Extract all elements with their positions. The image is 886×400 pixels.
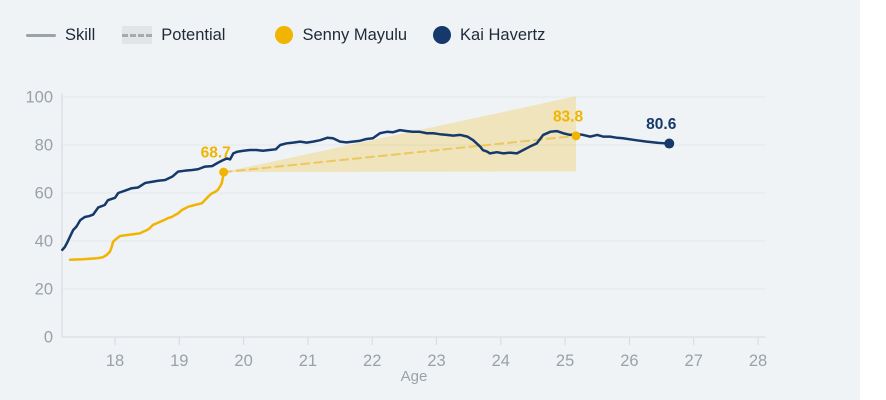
marker-label-68.7: 68.7 bbox=[201, 145, 231, 162]
potential-cone bbox=[223, 96, 577, 173]
legend-label-senny-mayulu: Senny Mayulu bbox=[302, 26, 408, 44]
x-tick-label: 28 bbox=[749, 352, 767, 370]
marker-label-83.8: 83.8 bbox=[553, 108, 584, 125]
x-tick-label: 19 bbox=[170, 352, 188, 370]
marker-dot-83.8[interactable] bbox=[571, 131, 581, 141]
y-tick-label: 60 bbox=[35, 185, 53, 203]
x-tick-label: 23 bbox=[427, 352, 445, 370]
x-axis-title: Age bbox=[401, 368, 428, 385]
legend-label-skill: Skill bbox=[65, 26, 96, 44]
series-line-kai-havertz-skill bbox=[61, 128, 671, 252]
x-tick-label: 21 bbox=[299, 352, 317, 370]
x-tick-label: 26 bbox=[620, 352, 638, 370]
y-tick-label: 40 bbox=[35, 233, 53, 251]
x-tick-label: 25 bbox=[556, 352, 574, 370]
x-tick-label: 27 bbox=[685, 352, 703, 370]
legend-label-potential: Potential bbox=[161, 26, 226, 44]
dashed-line-glyph bbox=[122, 33, 153, 37]
legend-item-kai-havertz[interactable]: Kai Havertz bbox=[433, 25, 545, 45]
y-tick-label: 100 bbox=[25, 89, 53, 107]
chart-legend: Skill Potential Senny Mayulu Kai Havertz bbox=[26, 25, 545, 45]
skill-chart-card: Skill Potential Senny Mayulu Kai Havertz… bbox=[0, 0, 860, 400]
potential-swatch bbox=[122, 26, 153, 44]
y-tick-label: 80 bbox=[35, 137, 53, 155]
legend-item-potential[interactable]: Potential bbox=[122, 25, 225, 45]
marker-dot-80.6[interactable] bbox=[664, 138, 675, 149]
marker-dot-68.7[interactable] bbox=[219, 167, 229, 177]
series-line-senny-mayulu-skill bbox=[68, 170, 225, 261]
legend-item-skill[interactable]: Skill bbox=[26, 25, 95, 45]
y-tick-label: 20 bbox=[35, 281, 53, 299]
skill-potential-chart: 0 20 40 60 80 100 18 19 20 21 22 23 24 25 26 27 28 Age 68.… bbox=[25, 89, 767, 386]
x-tick-label: 20 bbox=[234, 352, 252, 370]
skill-line-swatch bbox=[26, 33, 56, 37]
player-dot-kai-havertz bbox=[433, 26, 452, 44]
x-tick-label: 22 bbox=[363, 352, 381, 370]
x-tick-label: 24 bbox=[492, 352, 510, 370]
y-tick-label: 0 bbox=[44, 329, 53, 347]
legend-label-kai-havertz: Kai Havertz bbox=[460, 26, 546, 44]
marker-label-80.6: 80.6 bbox=[646, 116, 677, 133]
series-line-senny-mayulu-potential bbox=[222, 134, 578, 174]
x-tick-label: 18 bbox=[106, 352, 124, 370]
legend-item-senny-mayulu[interactable]: Senny Mayulu bbox=[275, 25, 407, 45]
player-dot-senny-mayulu bbox=[275, 26, 294, 44]
